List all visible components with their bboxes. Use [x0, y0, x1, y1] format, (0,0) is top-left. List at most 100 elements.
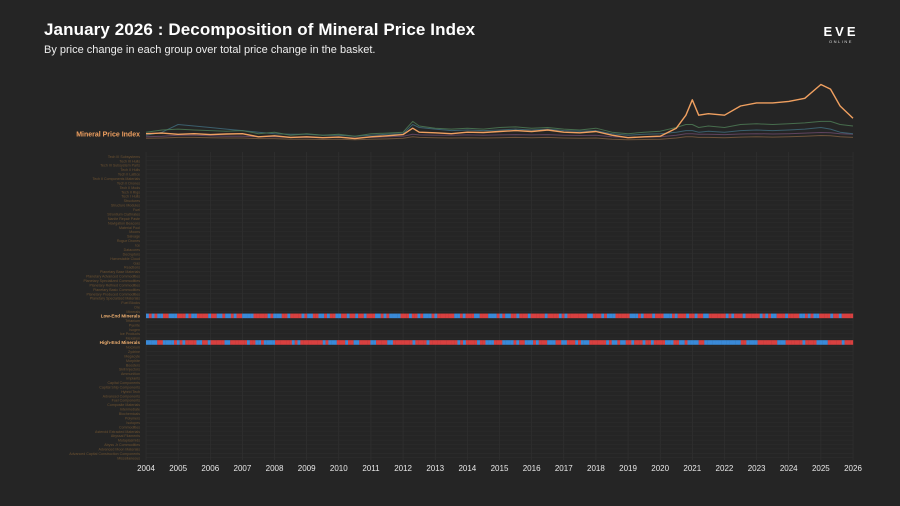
heat-cell: [821, 313, 825, 319]
heat-cell: [651, 340, 654, 345]
heat-cell: [634, 340, 638, 345]
row-label: Planetary Refined Commodities: [89, 283, 140, 287]
heat-cell: [222, 313, 226, 319]
heat-cell: [575, 313, 579, 319]
heat-cell: [810, 313, 814, 319]
heat-cell: [431, 313, 435, 319]
heat-cell: [381, 340, 385, 345]
heat-cell: [270, 313, 274, 319]
heat-cell: [793, 313, 797, 319]
heat-cell: [628, 340, 632, 345]
heat-cell: [722, 313, 726, 319]
heat-cell: [409, 313, 412, 319]
heat-cell: [232, 340, 236, 345]
heat-cell: [639, 340, 643, 345]
heat-cell: [536, 313, 540, 319]
row-label: Low-End Minerals: [101, 313, 141, 318]
heat-cell: [168, 340, 172, 345]
heat-cell: [367, 340, 371, 345]
heat-cell: [406, 313, 410, 319]
heat-cell: [499, 313, 503, 319]
heat-cell: [766, 340, 769, 345]
heat-cell: [802, 340, 806, 345]
heat-cell: [567, 313, 571, 319]
row-label: Structures: [124, 199, 141, 203]
heat-cell: [148, 340, 152, 345]
row-label: High-End Minerals: [100, 340, 141, 345]
heat-cell: [454, 313, 458, 319]
heat-cell: [700, 313, 704, 319]
heat-cell: [207, 340, 211, 345]
heat-cell: [352, 313, 356, 319]
heat-cell: [162, 313, 166, 319]
heat-cell: [280, 340, 284, 345]
heat-cell: [836, 340, 840, 345]
heat-cell: [737, 313, 741, 319]
heat-cell: [601, 313, 605, 319]
heat-cell: [238, 340, 242, 345]
heat-cell: [356, 340, 360, 345]
heat-cell: [221, 340, 225, 345]
heat-cell: [796, 313, 800, 319]
row-label: Planetary Specialized Commodities: [83, 279, 140, 283]
heat-cell: [547, 313, 551, 319]
row-label: Salvage: [127, 235, 140, 239]
row-label: Zydrine: [128, 350, 140, 354]
heat-cell: [819, 313, 823, 319]
row-label: Boosters: [126, 363, 140, 367]
heat-cell: [656, 340, 660, 345]
row-label: Composite Materials: [107, 403, 140, 407]
heat-cell: [833, 313, 837, 319]
heat-cell: [445, 313, 449, 319]
heat-cell: [731, 313, 735, 319]
x-tick-label: 2020: [651, 464, 669, 473]
heat-cell: [244, 340, 248, 345]
heat-cell: [349, 313, 353, 319]
heat-cell: [544, 313, 548, 319]
heat-cell: [723, 340, 727, 345]
heat-cell: [510, 313, 514, 319]
heat-cell: [648, 340, 652, 345]
logo-wordmark: EVE: [823, 24, 859, 39]
heat-cell: [830, 340, 834, 345]
heat-cell: [338, 313, 342, 319]
heat-cell: [530, 340, 534, 345]
heat-cell: [448, 313, 452, 319]
heat-cell: [697, 313, 701, 319]
heat-cell: [822, 340, 826, 345]
heat-cell: [496, 340, 500, 345]
heat-cell: [598, 313, 602, 319]
heat-cell: [646, 313, 650, 319]
heat-cell: [698, 340, 702, 345]
heat-cell: [308, 340, 312, 345]
heat-cell: [443, 340, 447, 345]
heat-cell: [468, 340, 472, 345]
heat-cell: [284, 313, 288, 319]
heat-cell: [449, 340, 452, 345]
heat-cell: [827, 313, 831, 319]
heat-cell: [350, 340, 354, 345]
heat-cell: [380, 313, 384, 319]
row-label: Isotopes: [126, 421, 140, 425]
row-label: Moons: [129, 230, 140, 234]
x-tick-label: 2008: [266, 464, 284, 473]
heat-cell: [746, 340, 750, 345]
heat-cell: [146, 313, 149, 319]
heat-cell: [491, 313, 494, 319]
heat-cell: [182, 340, 186, 345]
heat-cell: [339, 340, 343, 345]
heat-cell: [657, 313, 661, 319]
heat-cell: [564, 313, 568, 319]
x-tick-label: 2007: [234, 464, 252, 473]
heat-cell: [293, 313, 297, 319]
heat-cell: [345, 340, 349, 345]
heat-cell: [353, 340, 357, 345]
heat-cell: [326, 313, 330, 319]
heat-cell: [672, 313, 675, 319]
heat-cell: [653, 340, 657, 345]
heat-cell: [213, 313, 217, 319]
heat-cell: [705, 313, 709, 319]
heat-cell: [717, 313, 721, 319]
heat-cell: [267, 313, 271, 319]
heat-cell: [752, 340, 755, 345]
